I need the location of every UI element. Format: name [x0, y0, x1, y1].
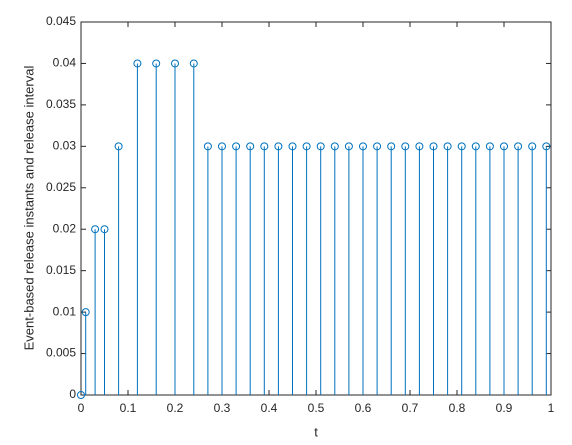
stem-marker: [203, 142, 212, 151]
stem-marker: [91, 225, 100, 234]
stem-marker: [542, 142, 551, 151]
x-tick-label: 0.7: [402, 401, 419, 415]
stem-marker: [218, 142, 226, 151]
x-tick-label: 0.2: [167, 401, 184, 415]
y-tick-label: 0.035: [46, 97, 76, 111]
stem-marker: [344, 142, 353, 151]
x-tick-label: 0.9: [496, 401, 513, 415]
stem-marker: [316, 142, 325, 151]
stem-marker: [457, 142, 466, 151]
stem-marker: [330, 142, 339, 151]
x-tick-label: 1: [548, 401, 555, 415]
x-tick-label: 0.4: [261, 401, 278, 415]
x-tick-label: 0.3: [214, 401, 231, 415]
y-tick-label: 0.045: [46, 14, 76, 28]
stem-marker: [232, 142, 241, 151]
y-tick-label: 0.015: [46, 263, 76, 277]
y-axis-label: Event-based release instants and release…: [21, 66, 36, 351]
stem-marker: [81, 308, 90, 317]
y-tick-label: 0: [69, 387, 76, 401]
stem-marker: [274, 142, 283, 151]
stem-marker: [133, 59, 142, 68]
stem-marker: [443, 142, 452, 151]
x-tick-label: 0.6: [355, 401, 372, 415]
stem-marker: [471, 142, 480, 151]
stem-marker: [288, 142, 297, 151]
x-tick-label: 0.8: [449, 401, 466, 415]
stem-marker: [77, 391, 85, 399]
stem-marker: [114, 142, 123, 151]
stem-marker: [514, 142, 523, 151]
stem-marker: [528, 142, 537, 151]
y-tick-label: 0.04: [53, 56, 77, 70]
stem-marker: [415, 142, 424, 151]
stem-marker: [387, 142, 396, 151]
stem-marker: [152, 59, 161, 68]
stem-marker: [302, 142, 311, 151]
stem-marker: [429, 142, 438, 151]
stem-marker: [401, 142, 410, 151]
stem-marker: [260, 142, 269, 151]
stem-marker: [373, 142, 382, 151]
x-tick-label: 0: [78, 401, 85, 415]
stem-marker: [171, 59, 179, 68]
stem-marker: [100, 225, 109, 234]
x-tick-label: 0.1: [120, 401, 137, 415]
y-tick-label: 0.03: [53, 139, 77, 153]
stem-marker: [500, 142, 508, 151]
x-axis-label: t: [314, 424, 318, 439]
y-tick-label: 0.005: [46, 346, 76, 360]
y-tick-label: 0.02: [53, 221, 77, 235]
x-tick-label: 0.5: [308, 401, 325, 415]
y-tick-label: 0.01: [53, 304, 77, 318]
y-tick-label: 0.025: [46, 180, 76, 194]
stem-marker: [485, 142, 494, 151]
stem-marker: [359, 142, 367, 151]
stem-marker: [246, 142, 255, 151]
stem-marker: [189, 59, 198, 68]
